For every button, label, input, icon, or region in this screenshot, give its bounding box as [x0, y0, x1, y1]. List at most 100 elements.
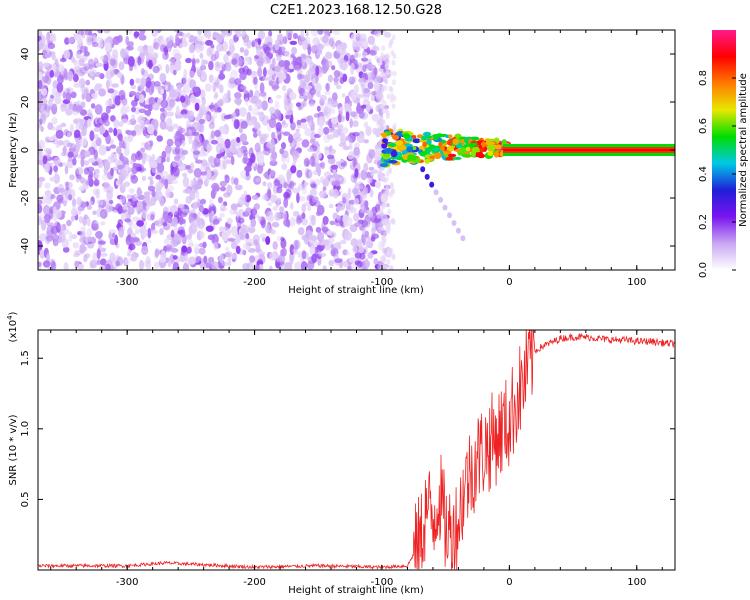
noise-blob	[286, 89, 294, 94]
noise-blob	[176, 159, 183, 167]
transition-blob	[501, 139, 507, 146]
noise-blob	[66, 131, 71, 138]
noise-blob	[225, 159, 232, 165]
transition-blob	[479, 147, 485, 153]
noise-blob	[194, 43, 201, 48]
colorbar-tick-label: 0.6	[698, 118, 709, 134]
noise-blob	[370, 236, 376, 242]
noise-blob	[373, 258, 379, 265]
colorbar-tick-label: 0.2	[698, 214, 709, 230]
noise-blob	[282, 85, 287, 92]
noise-blob	[335, 160, 341, 167]
noise-blob	[338, 176, 347, 185]
noise-blob	[108, 127, 113, 133]
snr-multiplier: (x104)	[6, 311, 19, 342]
noise-blob	[170, 204, 179, 216]
noise-blob	[109, 238, 117, 246]
noise-blob	[247, 119, 255, 126]
noise-blob	[300, 118, 307, 123]
noise-blob	[135, 92, 143, 100]
noise-blob	[105, 70, 113, 80]
noise-blob	[128, 243, 136, 251]
noise-blob	[44, 53, 52, 58]
noise-blob	[269, 49, 275, 55]
noise-blob	[296, 119, 302, 126]
noise-blob	[293, 132, 301, 140]
noise-blob	[272, 206, 278, 211]
noise-blob	[172, 167, 180, 177]
noise-blob	[167, 257, 172, 268]
noise-blob	[87, 173, 93, 182]
noise-blob	[159, 72, 167, 83]
noise-blob	[385, 110, 390, 117]
noise-blob	[85, 79, 91, 86]
tail-blob	[433, 189, 439, 196]
noise-blob	[273, 179, 281, 187]
noise-blob	[151, 189, 156, 198]
noise-blob	[383, 177, 388, 184]
noise-blob	[43, 204, 51, 216]
noise-blob	[38, 204, 43, 214]
noise-blob	[116, 146, 122, 155]
noise-blob	[307, 204, 312, 212]
snr-series-line	[38, 330, 675, 570]
noise-blob	[387, 208, 392, 215]
noise-blob	[115, 36, 121, 41]
transition-blob	[422, 131, 432, 137]
noise-blob	[140, 122, 146, 131]
noise-blob	[67, 37, 75, 44]
noise-blob	[257, 37, 262, 46]
y-tick-label: 1.0	[20, 421, 31, 437]
noise-blob	[198, 204, 204, 213]
noise-blob	[382, 100, 387, 107]
noise-blob	[91, 223, 99, 231]
noise-blob	[324, 90, 331, 96]
noise-blob	[343, 260, 349, 268]
noise-blob	[147, 176, 154, 181]
noise-blob	[322, 265, 327, 270]
transition-blob	[396, 144, 407, 151]
noise-blob	[127, 120, 131, 126]
noise-blob	[163, 238, 170, 245]
noise-blob	[177, 226, 185, 235]
transition-blob	[447, 153, 457, 158]
noise-blob	[316, 241, 325, 246]
noise-blob	[128, 188, 135, 194]
noise-blob	[290, 165, 297, 174]
noise-blob	[311, 253, 318, 263]
noise-blob	[380, 52, 385, 59]
transition-blob	[390, 150, 398, 158]
noise-blob	[174, 132, 181, 142]
noise-blob	[270, 138, 275, 150]
transition-blob	[452, 138, 460, 145]
noise-blob	[172, 216, 178, 227]
noise-blob	[104, 42, 112, 52]
noise-blob	[91, 93, 96, 98]
noise-blob	[198, 107, 204, 119]
y-tick-label: 0	[20, 147, 31, 153]
noise-blob	[274, 39, 280, 45]
noise-blob	[374, 151, 382, 161]
noise-blob	[181, 245, 188, 253]
noise-blob	[49, 69, 54, 78]
noise-blob	[268, 265, 273, 270]
noise-blob	[361, 57, 368, 62]
noise-blob	[301, 212, 306, 220]
noise-blob	[187, 110, 195, 121]
noise-blob	[323, 126, 330, 135]
noise-blob	[181, 211, 188, 217]
noise-blob	[99, 264, 106, 270]
noise-blob	[152, 103, 160, 111]
noise-blob	[345, 250, 350, 256]
noise-blob	[129, 91, 137, 96]
noise-blob	[392, 79, 396, 86]
noise-blob	[127, 30, 133, 35]
spectrogram-ticks: -300 -200 -100 0 100 40 20 0 -20 -40	[20, 30, 675, 288]
noise-blob	[279, 79, 283, 84]
noise-blob	[277, 253, 286, 265]
noise-blob	[129, 78, 135, 86]
noise-blob	[327, 154, 335, 160]
noise-blob	[175, 33, 179, 45]
noise-blob	[207, 30, 212, 40]
noise-blob	[385, 184, 390, 191]
